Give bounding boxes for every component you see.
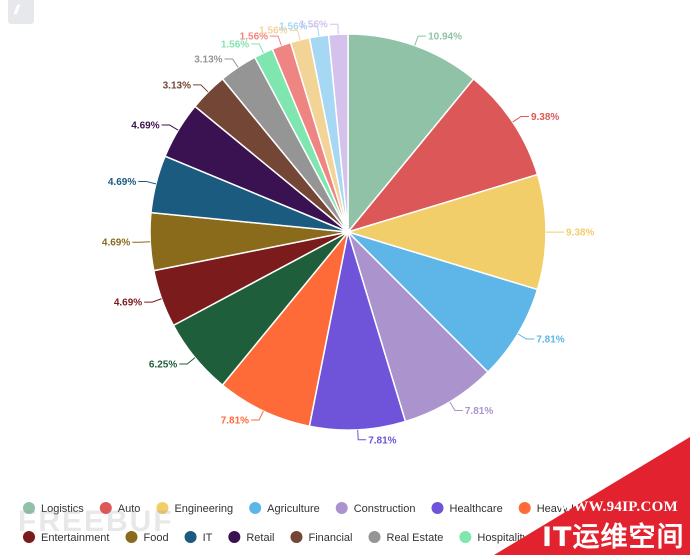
legend-label: Entertainment <box>41 532 109 544</box>
legend-item-healthcare[interactable]: Healthcare <box>431 502 503 515</box>
legend-swatch <box>184 531 197 543</box>
data-label-logistics: 10.94% <box>428 32 462 43</box>
legend-swatch <box>228 531 241 543</box>
data-label-retail: 4.69% <box>131 121 159 132</box>
leader-line-agriculture <box>517 333 535 340</box>
badge-title-text: IT运维空间 <box>542 522 685 553</box>
leader-line-healthcare <box>357 429 367 441</box>
legend-label: Healthcare <box>450 503 503 515</box>
leader-line-unlabeled-15 <box>270 35 282 46</box>
legend-label: Food <box>143 532 168 544</box>
legend-swatch <box>459 531 472 543</box>
legend-swatch <box>125 531 138 543</box>
legend-item-financial[interactable]: Financial <box>290 531 353 544</box>
legend-label: Construction <box>354 503 416 515</box>
data-label-food: 4.69% <box>102 238 130 249</box>
corner-tab-icon: // <box>8 0 34 24</box>
legend-swatch <box>23 531 35 543</box>
leader-line-unlabeled-17 <box>309 25 320 37</box>
leader-line-unlabeled-7 <box>179 357 196 365</box>
legend-swatch <box>156 502 169 514</box>
data-label-engineering: 9.38% <box>566 228 594 239</box>
data-label-hospitality: 1.56% <box>221 39 249 50</box>
legend-item-retail[interactable]: Retail <box>228 531 274 544</box>
leader-line-real-estate <box>224 58 239 68</box>
legend-label: Agriculture <box>267 503 320 515</box>
data-label-unlabeled-16: 1.56% <box>259 26 287 37</box>
data-label-healthcare: 7.81% <box>368 435 396 446</box>
data-label-agriculture: 7.81% <box>536 335 564 346</box>
legend-item-hospitality[interactable]: Hospitality <box>459 531 529 544</box>
data-label-unlabeled-17: 1.56% <box>279 22 307 33</box>
legend-item-construction[interactable]: Construction <box>335 502 416 515</box>
legend-item-real-estate[interactable]: Real Estate <box>368 531 444 544</box>
leader-line-financial <box>192 84 209 93</box>
legend-swatch <box>290 531 303 543</box>
data-label-financial: 3.13% <box>163 80 191 91</box>
data-label-unlabeled-18: 1.56% <box>299 20 327 31</box>
legend-item-agriculture[interactable]: Agriculture <box>249 502 320 515</box>
legend-item-entertainment[interactable]: Entertainment <box>23 531 109 544</box>
legend-label: Hospitality <box>477 532 528 544</box>
legend-label: Retail <box>246 532 274 544</box>
data-label-unlabeled-15: 1.56% <box>240 32 268 43</box>
legend-label: IT <box>203 532 213 544</box>
legend-swatch <box>249 502 262 514</box>
legend-swatch <box>335 502 348 514</box>
legend-swatch <box>518 502 531 514</box>
chart-legend: Logistics Auto Engineering Agriculture Const… <box>23 502 611 544</box>
data-label-unlabeled-7: 6.25% <box>149 359 177 370</box>
legend-label: Financial <box>308 532 352 544</box>
data-label-construction: 7.81% <box>465 406 493 417</box>
data-label-auto: 9.38% <box>531 112 559 123</box>
leader-line-unlabeled-16 <box>289 29 301 41</box>
data-label-entertainment: 4.69% <box>114 298 142 309</box>
legend-item-food[interactable]: Food <box>125 531 169 544</box>
legend-swatch <box>368 531 381 543</box>
pie-slice-healthcare[interactable] <box>308 231 407 431</box>
legend-swatch <box>431 502 444 514</box>
leader-line-entertainment <box>144 298 162 303</box>
leader-line-unlabeled-18 <box>329 23 339 35</box>
pie-data-labels: 10.94% 9.38% 9.38% 7.81% 7.81% 7.81% 7.81% 6.25… <box>102 20 595 447</box>
leader-line-logistics <box>414 35 427 46</box>
data-label-real-estate: 3.13% <box>194 54 222 65</box>
leader-line-construction <box>449 401 463 411</box>
legend-label: Auto <box>118 503 141 515</box>
leader-line-hospitality <box>251 43 264 54</box>
leader-line-auto <box>512 115 529 123</box>
pie-slice-logistics[interactable] <box>347 33 475 235</box>
legend-item-engineering[interactable]: Engineering <box>156 502 233 515</box>
legend-label: Real Estate <box>387 532 444 544</box>
pie-slices <box>149 33 547 431</box>
legend-swatch <box>23 502 35 514</box>
legend-item-logistics[interactable]: Logistics <box>23 502 84 515</box>
legend-item-it[interactable]: IT <box>184 531 213 544</box>
freebuf-watermark: FREEBUF <box>18 505 174 538</box>
pie-slice-construction[interactable] <box>347 231 490 423</box>
leader-line-it <box>138 180 157 185</box>
leader-line-heavy-industry <box>251 410 264 421</box>
pie-slice-auto[interactable] <box>345 77 539 234</box>
data-label-it: 4.69% <box>108 177 136 188</box>
data-label-heavy-industry: 7.81% <box>221 416 249 427</box>
badge-url-text: WWW.94IP.COM <box>558 499 679 515</box>
pie-slice-heavy-industry[interactable] <box>221 231 349 428</box>
pie-slice-agriculture[interactable] <box>347 231 539 374</box>
label-leader-lines <box>132 23 564 441</box>
legend-label: Engineering <box>174 503 233 515</box>
legend-item-auto[interactable]: Auto <box>99 502 141 515</box>
legend-swatch <box>99 502 112 514</box>
legend-label: Logistics <box>41 503 84 515</box>
leader-line-retail <box>161 124 179 131</box>
